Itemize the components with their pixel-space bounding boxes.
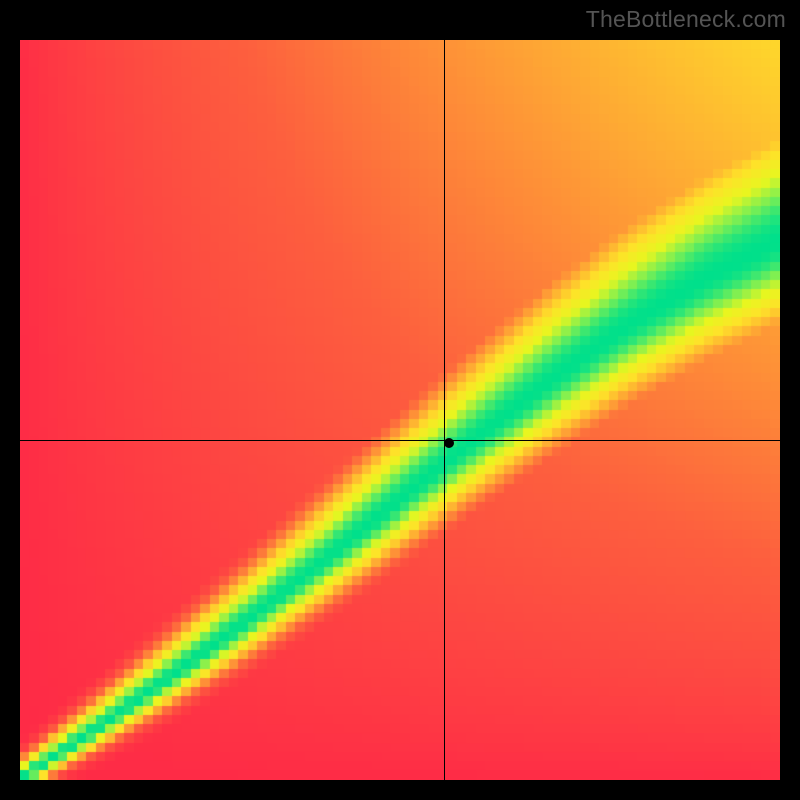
selection-marker xyxy=(444,438,454,448)
crosshair-horizontal xyxy=(20,440,780,441)
watermark-text: TheBottleneck.com xyxy=(586,6,786,33)
heatmap-canvas xyxy=(20,40,780,780)
crosshair-vertical xyxy=(444,40,445,780)
bottleneck-heatmap xyxy=(20,40,780,780)
